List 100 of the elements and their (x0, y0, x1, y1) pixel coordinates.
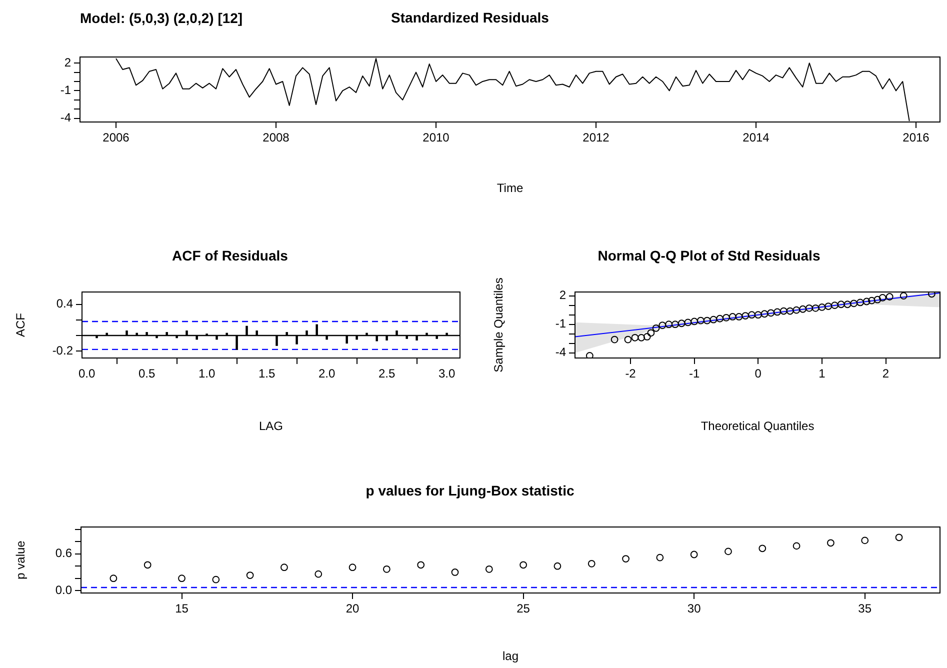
x-tick-label: 20 (346, 602, 360, 616)
y-tick-label: 0.4 (56, 296, 74, 311)
point (824, 302, 832, 310)
x-tick-label: 2008 (262, 130, 290, 145)
x-tick-label: 2016 (902, 130, 930, 145)
x-tick-label: -1 (688, 366, 700, 381)
y-tick-label: -4 (60, 110, 72, 125)
point (837, 300, 845, 308)
point (280, 564, 288, 572)
x-tick-label: 2012 (582, 130, 610, 145)
point (348, 564, 356, 572)
point (760, 310, 768, 318)
point (652, 324, 660, 332)
point (485, 565, 493, 573)
x-tick-label: 0.5 (138, 366, 156, 381)
point (754, 311, 762, 319)
point (451, 568, 459, 576)
x-tick-label: 1.0 (198, 366, 216, 381)
y-tick-label: 0.0 (55, 582, 72, 597)
x-tick-label: 2 (882, 366, 890, 381)
point (212, 576, 220, 584)
point (735, 313, 743, 320)
y-axis-title: p value (14, 540, 28, 580)
point (178, 574, 186, 582)
point (658, 322, 666, 329)
point (647, 329, 655, 337)
y-axis-title: Sample Quantiles (492, 278, 506, 372)
x-tick-label: 2.0 (318, 366, 336, 381)
point (850, 300, 858, 308)
point (786, 307, 794, 315)
point (868, 296, 876, 304)
point (827, 539, 834, 547)
y-tick-label: -4 (555, 345, 566, 360)
point (586, 352, 594, 358)
x-tick-label: 2010 (422, 130, 450, 145)
x-axis-title: Time (496, 181, 524, 196)
point (878, 294, 886, 302)
x-axis-title: LAG (258, 419, 284, 434)
point (895, 534, 903, 542)
point (799, 305, 807, 313)
point (678, 320, 686, 328)
point (144, 561, 152, 569)
chart-title: ACF of Residuals (172, 247, 288, 264)
point (631, 334, 639, 342)
point (728, 313, 736, 320)
point (382, 565, 390, 573)
point (886, 293, 894, 300)
point (792, 306, 800, 314)
point (844, 300, 852, 308)
chart-title: Normal Q-Q Plot of Std Residuals (598, 247, 820, 264)
x-tick-label: 0 (754, 366, 762, 381)
chart-title: Standardized Residuals (391, 9, 550, 26)
point (697, 316, 704, 324)
point (774, 308, 781, 316)
y-tick-label: 2 (64, 55, 72, 70)
point (417, 561, 425, 569)
point (742, 312, 750, 320)
point (724, 548, 732, 556)
x-tick-label: 3.0 (438, 366, 456, 381)
point (554, 562, 562, 570)
point (716, 314, 724, 322)
point (831, 302, 838, 310)
point (246, 572, 254, 579)
point (684, 318, 692, 326)
point (520, 561, 528, 569)
point (703, 316, 711, 324)
point (622, 555, 630, 562)
point (643, 333, 651, 340)
point (588, 560, 596, 568)
point (656, 554, 664, 562)
x-tick-label: 2006 (102, 130, 130, 145)
y-axis-title: ACF (14, 313, 28, 337)
point (792, 542, 800, 550)
point (862, 298, 870, 306)
point (722, 314, 730, 322)
y-tick-label: -1 (60, 83, 72, 98)
point (812, 304, 820, 312)
x-axis-title: Theoretical Quantiles (700, 419, 814, 434)
point (690, 550, 698, 558)
x-tick-label: 35 (858, 602, 872, 616)
point (710, 316, 718, 324)
point (758, 544, 766, 552)
y-tick-label: 2 (559, 288, 566, 302)
point (780, 307, 788, 315)
x-tick-label: 1 (818, 366, 826, 381)
y-tick-label: 0.6 (55, 546, 72, 560)
point (900, 292, 908, 300)
point (314, 570, 322, 578)
x-tick-label: 0.0 (78, 366, 96, 381)
x-tick-label: 2014 (742, 130, 770, 145)
x-tick-label: 30 (687, 602, 702, 616)
point (856, 298, 864, 306)
point (861, 536, 869, 544)
point (818, 304, 826, 311)
y-tick-label: -1 (555, 316, 566, 331)
point (638, 334, 646, 342)
x-tick-label: -2 (625, 366, 636, 381)
point (928, 292, 936, 298)
x-tick-label: 15 (175, 602, 189, 616)
point (748, 311, 756, 319)
